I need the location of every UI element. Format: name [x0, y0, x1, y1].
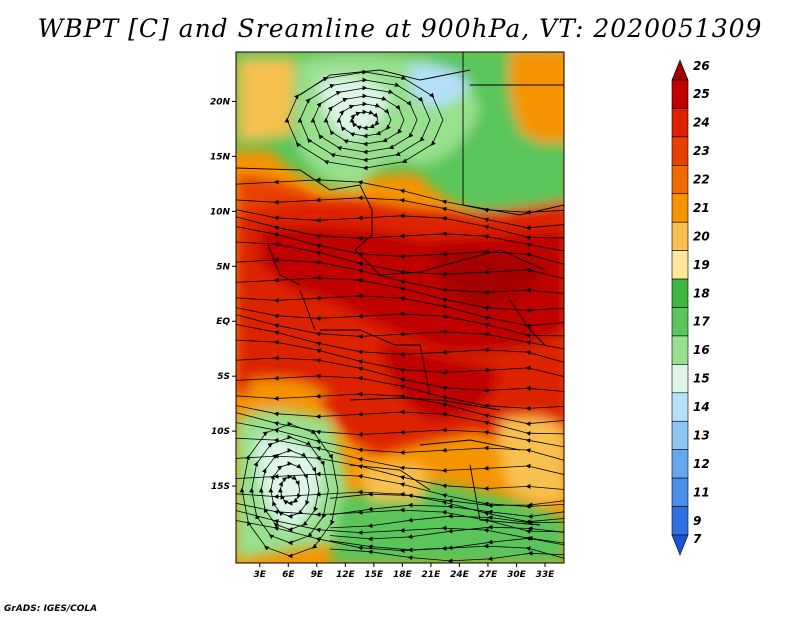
lon-tick-label: 18E	[393, 570, 413, 580]
longitude-axis: 3E 6E 9E 12E 15E 18E 21E 24E 27E 30E 33E	[254, 563, 556, 580]
lon-tick-label: 9E	[311, 570, 324, 580]
colorbar-label: 19	[693, 258, 710, 272]
lat-tick-label: EQ	[216, 317, 230, 327]
lon-tick-label: 6E	[282, 570, 295, 580]
colorbar-label: 21	[693, 201, 710, 215]
lat-tick-label: 5N	[216, 262, 230, 272]
streamline	[284, 69, 444, 171]
grads-credit: GrADS: IGES/COLA	[4, 604, 98, 614]
colorbar-swatch	[671, 364, 689, 394]
colorbar-swatch	[671, 477, 689, 507]
colorbar-label: 18	[693, 286, 710, 300]
lon-tick-label: 12E	[336, 570, 356, 580]
lat-tick-label: 10N	[210, 207, 231, 217]
latitude-axis: 20N 15N 10N 5N EQ 5S 10S 15S	[210, 97, 236, 492]
colorbar-swatch	[671, 534, 689, 556]
colorbar-label: 17	[693, 315, 710, 329]
colorbar-label: 15	[693, 372, 710, 386]
colorbar-label: 14	[693, 400, 710, 414]
lat-tick-label: 20N	[210, 97, 231, 107]
lat-tick-label: 15N	[210, 152, 231, 162]
streamline	[329, 535, 564, 553]
streamline	[329, 548, 564, 563]
colorbar-swatch	[671, 506, 689, 536]
lon-tick-label: 33E	[536, 570, 556, 580]
lon-tick-label: 21E	[422, 570, 442, 580]
colorbar-swatch	[671, 136, 689, 166]
colorbar-swatch	[671, 193, 689, 223]
colorbar-label: 20	[693, 229, 710, 243]
country-borders	[236, 52, 564, 526]
colorbar-swatch	[671, 221, 689, 251]
colorbar-label: 23	[693, 144, 710, 158]
map-plot-area	[236, 52, 564, 563]
colorbar-swatch	[671, 392, 689, 422]
lat-tick-label: 5S	[217, 372, 230, 382]
colorbar-label: 9	[693, 514, 701, 528]
colorbar-label: 7	[693, 532, 702, 546]
colorbar-swatch	[671, 165, 689, 195]
lat-tick-label: 15S	[211, 482, 230, 492]
colorbar-label: 13	[693, 428, 710, 442]
colorbar-label: 16	[693, 343, 710, 357]
colorbar-label: 11	[693, 485, 710, 499]
lon-tick-label: 15E	[365, 570, 385, 580]
lat-tick-label: 10S	[211, 427, 230, 437]
colorbar-label: 12	[693, 457, 710, 471]
colorbar-swatch	[671, 79, 689, 109]
lon-tick-label: 3E	[254, 570, 267, 580]
colorbar-swatch	[671, 307, 689, 337]
colorbar-swatch	[671, 278, 689, 308]
colorbar-swatch	[671, 59, 689, 81]
colorbar-label: 25	[693, 87, 710, 101]
streamline	[239, 421, 339, 559]
lon-tick-label: 24E	[450, 570, 470, 580]
colorbar-label: 24	[693, 116, 710, 130]
colorbar-swatch	[671, 420, 689, 450]
colorbar-label: 26	[693, 59, 710, 73]
colorbar-label: 22	[693, 173, 710, 187]
colorbar-swatch	[671, 250, 689, 280]
lon-tick-label: 27E	[479, 570, 499, 580]
streamlines	[236, 69, 564, 563]
colorbar-swatch	[671, 335, 689, 365]
colorbar-swatch	[671, 449, 689, 479]
map-frame	[235, 51, 565, 564]
colorbar: 26 25 24 23 22 21 20 19 18 17 16 15 14 13 12 11 9 7	[671, 59, 710, 556]
map-title: WBPT [C] and Sreamline at 900hPa, VT: 20…	[37, 14, 763, 43]
colorbar-swatch	[671, 108, 689, 138]
lon-tick-label: 30E	[507, 570, 527, 580]
